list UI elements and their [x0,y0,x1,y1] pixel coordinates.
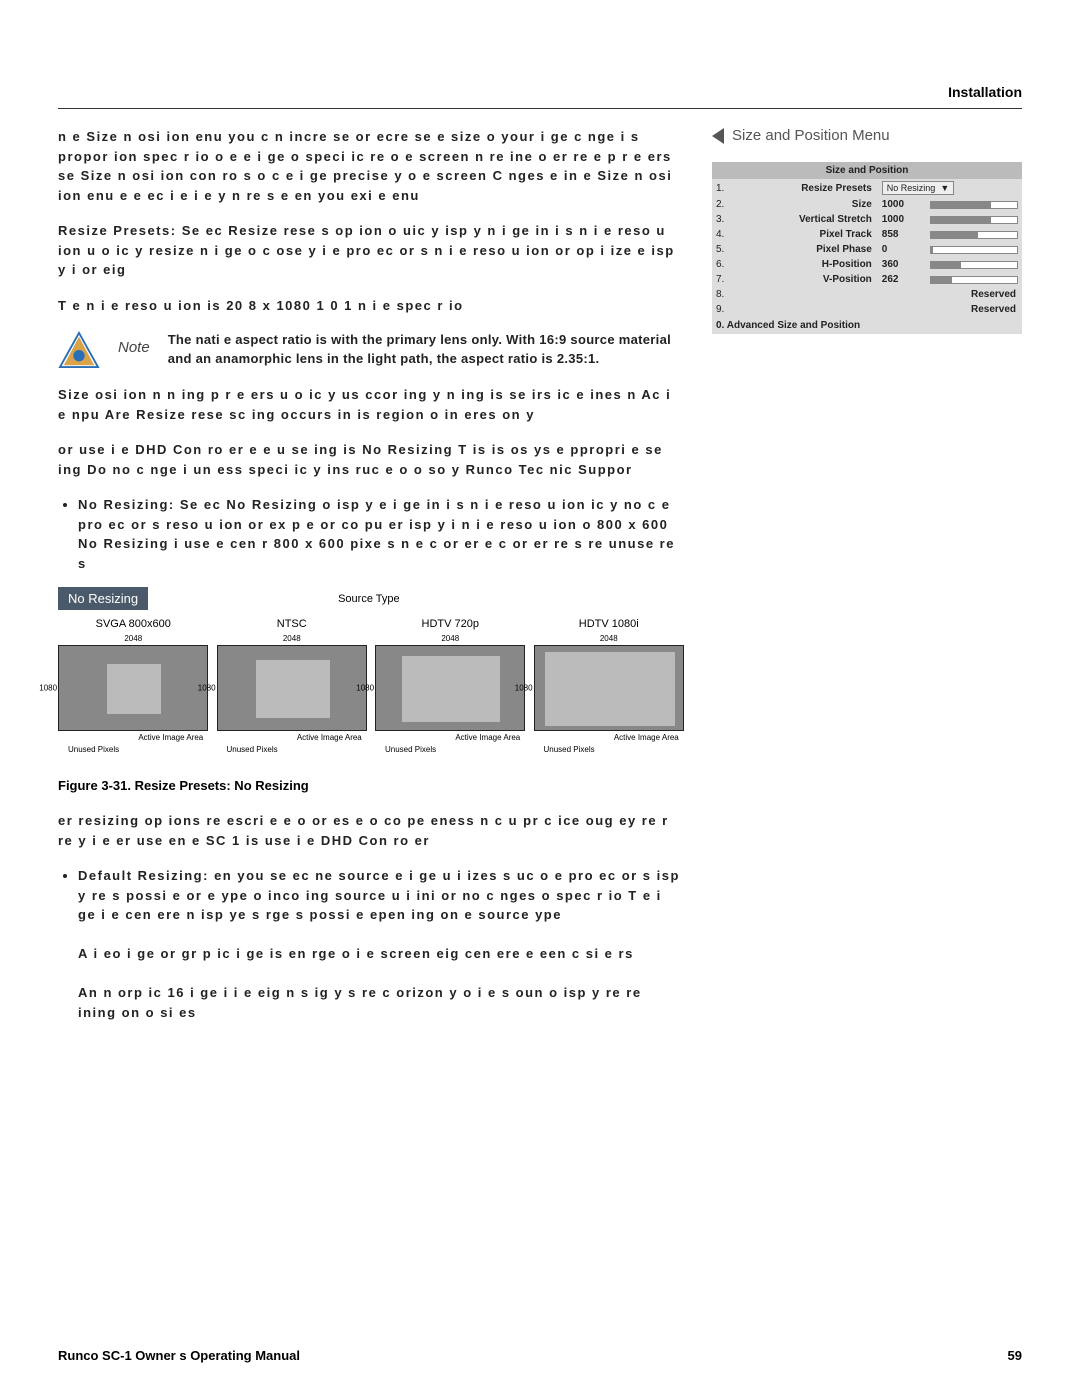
osd-menu: Size and Position 1.Resize PresetsNo Res… [712,162,1022,334]
para-4: Size osi ion n n ing p r e ers u o ic y … [58,385,684,424]
sidebar: Size and Position Menu Size and Position… [712,127,1022,1036]
osd-footer[interactable]: 0. Advanced Size and Position [712,317,1022,334]
osd-slider[interactable] [930,231,1018,239]
osd-title: Size and Position [712,162,1022,179]
figure-caption: Figure 3-31. Resize Presets: No Resizing [58,778,684,793]
bullet-list-1: No Resizing: Se ec No Resizing o isp y e… [58,495,684,573]
side-heading: Size and Position Menu [712,127,1022,144]
osd-slider[interactable] [930,216,1018,224]
content-column: n e Size n osi ion enu you c n incre se … [58,127,684,1036]
diagram-col-title: NTSC [217,618,368,630]
osd-slider[interactable] [930,261,1018,269]
diagram-tag: No Resizing [58,587,148,610]
page-footer: Runco SC-1 Owner s Operating Manual 59 [58,1348,1022,1363]
diagram-col-title: SVGA 800x600 [58,618,209,630]
screen-box: 1080 Active Image Area [217,645,367,731]
para-6: er resizing op ions re escri e e o or es… [58,811,684,850]
diagram-col-title: HDTV 1080i [534,618,685,630]
note-triangle-icon [58,331,100,369]
diagram-col-title: HDTV 720p [375,618,526,630]
osd-slider[interactable] [930,276,1018,284]
para-5: or use i e DHD Con ro er e e u se ing is… [58,440,684,479]
osd-dropdown[interactable]: No Resizing ▼ [882,181,954,195]
bullet-no-resizing: No Resizing: Se ec No Resizing o isp y e… [78,495,684,573]
divider [58,108,1022,109]
page-number: 59 [1008,1348,1022,1363]
note-body: The nati e aspect ratio is with the prim… [168,331,684,369]
para-2: Resize Presets: Se ec Resize rese s op i… [58,221,684,280]
para-1: n e Size n osi ion enu you c n incre se … [58,127,684,205]
osd-slider[interactable] [930,201,1018,209]
resize-diagram: No Resizing Source Type SVGA 800x600 204… [58,587,684,754]
screen-box: 1080 Active Image Area [375,645,525,731]
section-header: Installation [948,84,1022,100]
diagram-center-label: Source Type [338,593,400,605]
note-box: Note The nati e aspect ratio is with the… [58,331,684,369]
chevron-left-icon [712,128,724,144]
bullet-default-resizing: Default Resizing: en you se ec ne source… [78,866,684,1022]
bullet-list-2: Default Resizing: en you se ec ne source… [58,866,684,1022]
para-3: T e n i e reso u ion is 20 8 x 1080 1 0 … [58,296,684,316]
screen-box: 1080 Active Image Area [534,645,684,731]
footer-title: Runco SC-1 Owner s Operating Manual [58,1348,300,1363]
note-label: Note [118,339,150,356]
screen-box: 1080 Active Image Area [58,645,208,731]
osd-slider[interactable] [930,246,1018,254]
